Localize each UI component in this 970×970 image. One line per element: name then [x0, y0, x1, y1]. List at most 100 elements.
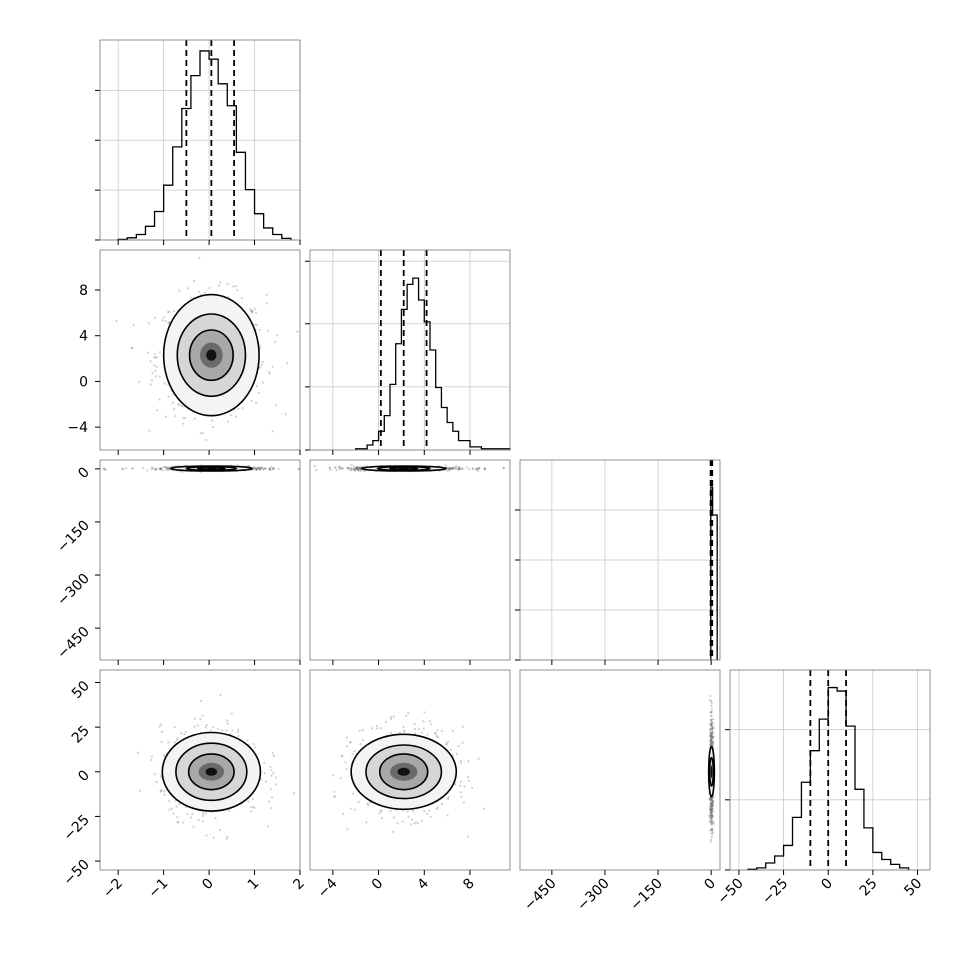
- joint-content: [102, 464, 300, 473]
- contour-line: [188, 329, 234, 382]
- density-core: [397, 767, 410, 776]
- scatter-point: [482, 807, 486, 810]
- scatter-point: [269, 466, 273, 469]
- panel-bg: [310, 460, 510, 660]
- scatter-point: [709, 735, 712, 738]
- scatter-point: [274, 776, 277, 779]
- scatter-point: [440, 802, 443, 806]
- scatter-point: [153, 773, 156, 776]
- scatter-point: [176, 816, 179, 819]
- scatter-point: [251, 798, 254, 801]
- scatter-point: [155, 781, 158, 784]
- scatter-point: [462, 801, 465, 804]
- scatter-point: [435, 807, 438, 810]
- scatter-point: [708, 744, 712, 747]
- scatter-point: [149, 383, 152, 386]
- scatter-point: [270, 796, 274, 799]
- scatter-point: [236, 731, 239, 734]
- scatter-point: [130, 347, 134, 350]
- scatter-point: [710, 797, 713, 800]
- scatter-point: [349, 469, 353, 472]
- x-tick-label: 0: [369, 876, 387, 894]
- scatter-point: [272, 772, 275, 775]
- scatter-point: [375, 727, 378, 730]
- scatter-point: [457, 744, 460, 748]
- scatter-point: [710, 708, 713, 711]
- scatter-point: [710, 732, 713, 735]
- scatter-point: [254, 311, 258, 314]
- scatter-point: [709, 799, 712, 802]
- scatter-point: [164, 466, 167, 469]
- scatter-point: [710, 814, 713, 817]
- scatter-point: [160, 466, 164, 470]
- scatter-point: [234, 415, 238, 418]
- scatter-point: [270, 768, 273, 772]
- scatter-point: [183, 733, 186, 736]
- scatter-point: [138, 789, 142, 792]
- scatter-point: [379, 809, 382, 813]
- scatter-point: [159, 790, 162, 793]
- scatter-point: [711, 800, 714, 803]
- scatter-point: [198, 291, 201, 294]
- scatter-point: [710, 718, 713, 722]
- scatter-point: [711, 829, 714, 832]
- scatter-point: [423, 711, 426, 714]
- scatter-point: [162, 316, 165, 319]
- scatter-point: [270, 806, 273, 810]
- scatter-point: [158, 375, 161, 378]
- scatter-point: [154, 375, 157, 378]
- x-tick-label: −2: [100, 876, 126, 902]
- scatter-point: [435, 734, 438, 737]
- scatter-point: [159, 723, 163, 726]
- scatter-point: [392, 715, 395, 718]
- scatter-point: [184, 730, 188, 733]
- scatter-point: [389, 716, 392, 719]
- scatter-point: [253, 466, 256, 469]
- y-tick-label: −50: [61, 857, 93, 889]
- scatter-point: [461, 725, 465, 728]
- scatter-point: [158, 351, 162, 354]
- scatter-point: [457, 467, 460, 470]
- scatter-point: [710, 741, 713, 744]
- x-tick-label: −4: [315, 875, 341, 901]
- x-tick-label: −450: [521, 876, 560, 915]
- scatter-point: [710, 807, 713, 810]
- histogram-step: [355, 277, 511, 450]
- scatter-point: [333, 466, 337, 470]
- scatter-point: [710, 798, 713, 801]
- scatter-point: [458, 467, 462, 470]
- scatter-point: [155, 365, 159, 368]
- scatter-point: [460, 795, 463, 798]
- scatter-point: [422, 720, 425, 723]
- scatter-point: [429, 815, 432, 818]
- scatter-point: [175, 805, 178, 808]
- scatter-point: [263, 466, 267, 470]
- scatter-point: [267, 329, 270, 332]
- scatter-point: [457, 467, 461, 470]
- scatter-point: [710, 812, 713, 815]
- scatter-point: [459, 468, 462, 471]
- panel-frame: [519, 459, 721, 661]
- scatter-point: [711, 736, 714, 739]
- scatter-point: [471, 467, 474, 471]
- scatter-point: [710, 814, 713, 817]
- scatter-point: [221, 729, 224, 732]
- scatter-point: [147, 322, 150, 325]
- scatter-point: [709, 711, 712, 714]
- scatter-point: [709, 797, 712, 800]
- scatter-point: [225, 729, 228, 732]
- scatter-point: [711, 726, 715, 729]
- scatter-point: [115, 319, 118, 322]
- scatter-point: [710, 731, 714, 734]
- scatter-point: [346, 467, 349, 470]
- scatter-point: [230, 712, 233, 715]
- scatter-point: [709, 733, 712, 737]
- scatter-point: [708, 816, 712, 820]
- scatter-point: [711, 727, 714, 730]
- scatter-point: [711, 797, 714, 800]
- scatter-point: [709, 728, 712, 731]
- scatter-point: [154, 467, 157, 470]
- scatter-point: [709, 740, 712, 743]
- scatter-point: [328, 466, 331, 469]
- scatter-point: [710, 814, 713, 817]
